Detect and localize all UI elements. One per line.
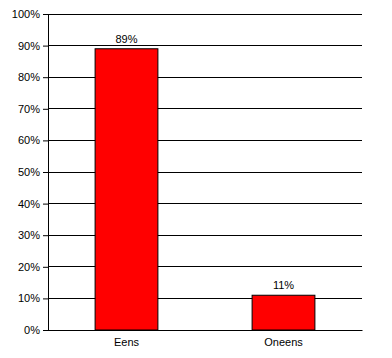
y-tick: 0% [24,324,48,336]
bars [95,49,315,330]
y-tick: 90% [18,40,48,52]
grid [48,14,362,330]
y-tick: 20% [18,261,48,273]
y-tick: 10% [18,292,48,304]
y-tick-label: 70% [18,103,40,115]
y-tick-mark [43,267,48,268]
y-tick-mark [43,109,48,110]
x-tick: Eens [114,330,140,348]
y-tick: 40% [18,198,48,210]
data-labels: 89% 11% [115,33,294,291]
y-tick: 80% [18,71,48,83]
y-axis-line [48,15,49,331]
y-tick-label: 40% [18,198,40,210]
y-tick: 30% [18,229,48,241]
y-tick-label: 50% [18,166,40,178]
data-label: 89% [115,33,137,45]
grid-line [48,45,362,46]
y-tick-mark [43,46,48,47]
y-tick: 60% [18,134,48,146]
y-tick-mark [43,330,48,331]
y-tick-mark [43,172,48,173]
y-tick: 70% [18,103,48,115]
y-tick: 50% [18,166,48,178]
y-tick-label: 80% [18,71,40,83]
x-axis-line [49,330,363,331]
x-axis: Eens Oneens [49,330,363,348]
y-tick-mark [43,204,48,205]
y-tick-label: 90% [18,40,40,52]
data-label: 11% [273,279,294,291]
y-tick-label: 100% [12,8,40,20]
y-tick-mark [43,14,48,15]
x-tick-label: Oneens [264,336,303,348]
chart: 0% 10% 20% 30% 40% 50% 60% 70% 80% 90% 100% Eens One… [0,0,392,358]
x-tick-label: Eens [114,336,140,348]
y-tick-mark [43,298,48,299]
y-tick-mark [43,235,48,236]
bar [95,49,158,330]
y-tick-label: 60% [18,134,40,146]
y-tick-label: 0% [24,324,40,336]
y-tick-mark [43,140,48,141]
bar [252,295,315,330]
y-tick: 100% [12,8,48,20]
y-tick-label: 10% [18,292,40,304]
y-tick-mark [43,77,48,78]
x-tick: Oneens [264,330,303,348]
y-tick-label: 30% [18,229,40,241]
y-tick-label: 20% [18,261,40,273]
grid-line [48,14,362,15]
y-axis: 0% 10% 20% 30% 40% 50% 60% 70% 80% 90% 100% [12,8,49,336]
